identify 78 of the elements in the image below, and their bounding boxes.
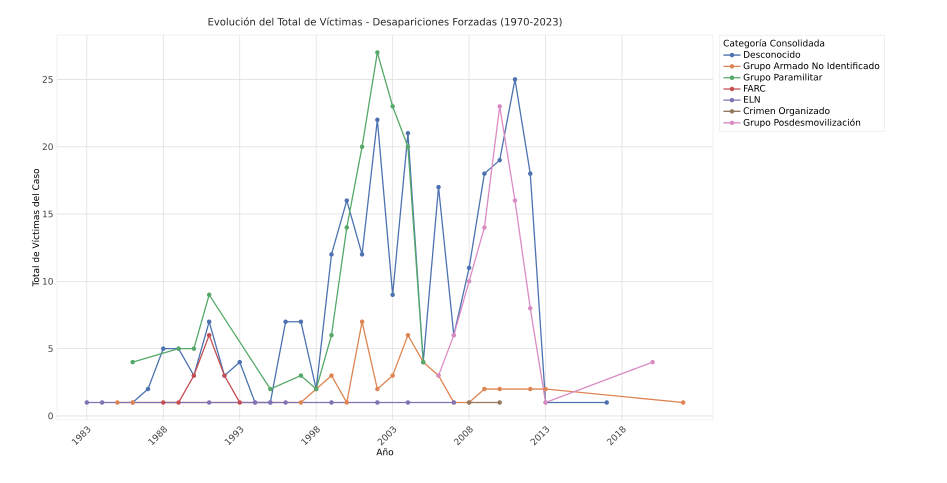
point (406, 144, 410, 149)
legend-label: Desconocido (744, 50, 800, 58)
point (482, 171, 487, 176)
point (161, 400, 166, 405)
point (680, 400, 686, 405)
point (650, 360, 655, 364)
point (375, 400, 380, 405)
y-tick-label: 0 (48, 412, 53, 420)
legend-label: Grupo Armado No Identificado (744, 62, 880, 71)
point (512, 198, 518, 203)
legend-label: Grupo Posdesmovilización (744, 118, 860, 128)
point (206, 400, 212, 405)
point (298, 319, 304, 324)
point (84, 400, 90, 405)
point (406, 400, 410, 405)
chart-title: Evolución del Total de Víctimas - Desapariciones Forzadas (1970-2023) (208, 17, 562, 28)
point (283, 400, 288, 405)
legend-title: Categoría Consolidada (724, 39, 824, 48)
point (390, 292, 395, 298)
point (192, 346, 196, 351)
point (390, 104, 395, 109)
point (482, 225, 487, 230)
y-tick-label: 10 (43, 278, 53, 285)
point (329, 373, 334, 378)
point (329, 252, 334, 257)
y-tick-label: 5 (48, 345, 53, 352)
point (344, 198, 350, 203)
point (329, 332, 334, 338)
point (161, 346, 166, 351)
point (375, 118, 380, 122)
point (344, 400, 350, 405)
point (100, 400, 104, 405)
point (390, 373, 395, 378)
point (298, 373, 304, 378)
point (130, 360, 135, 364)
point (206, 319, 212, 324)
point (176, 400, 181, 405)
point (237, 360, 242, 364)
point (604, 400, 609, 405)
x-axis-title: Año (376, 448, 394, 456)
point (528, 306, 533, 311)
point (482, 386, 487, 392)
point (360, 252, 364, 257)
legend-label: ELN (744, 96, 760, 103)
point (543, 386, 548, 392)
point (528, 386, 533, 392)
point (146, 386, 150, 392)
point (497, 400, 502, 405)
point (406, 332, 410, 338)
y-tick-label: 20 (42, 143, 53, 150)
point (298, 400, 304, 405)
point (466, 266, 472, 270)
point (206, 332, 212, 338)
point (497, 104, 502, 109)
y-axis-title: Total de Víctimas del Caso (32, 168, 40, 287)
point (497, 158, 502, 162)
legend-label: FARC (744, 84, 766, 92)
point (283, 319, 288, 324)
point (329, 400, 334, 405)
point (436, 184, 441, 190)
point (375, 50, 380, 55)
point (237, 400, 242, 405)
point (206, 292, 212, 298)
legend-label: Crimen Organizado (744, 107, 830, 116)
point (528, 171, 533, 176)
point (375, 386, 380, 392)
point (406, 131, 410, 136)
point (268, 386, 273, 392)
legend-label: Grupo Paramilitar (744, 74, 822, 82)
y-tick-label: 15 (43, 210, 53, 218)
y-tick-label: 25 (42, 76, 53, 83)
point (497, 386, 502, 392)
point (344, 225, 350, 230)
point (115, 400, 120, 405)
point (360, 144, 364, 149)
point (466, 279, 472, 284)
point (512, 77, 518, 82)
point (360, 319, 364, 324)
